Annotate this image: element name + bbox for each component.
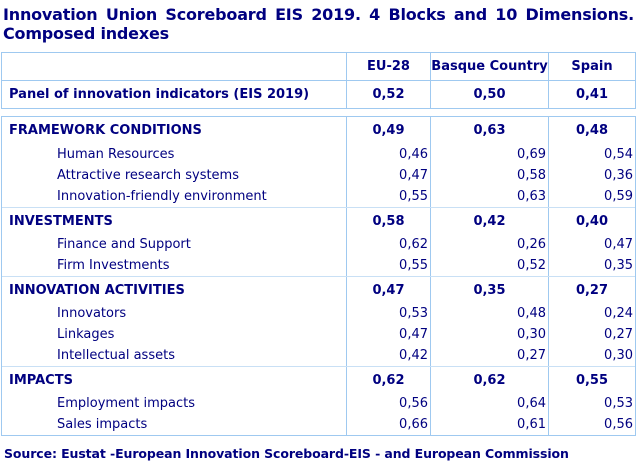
section-value-cell: 0,58 xyxy=(347,208,431,234)
dimension-row: Sales impacts 0,66 0,61 0,56 xyxy=(2,414,635,435)
section-value-cell: 0,48 xyxy=(575,123,609,138)
dimension-label: Intellectual assets xyxy=(2,345,347,366)
dimension-value-cell: 0,30 xyxy=(604,348,633,363)
section-value-cell: 0,49 xyxy=(347,117,431,144)
dimension-value-cell: 0,62 xyxy=(347,234,431,255)
dimension-value-cell: 0,46 xyxy=(347,144,431,165)
section-label: IMPACTS xyxy=(2,367,347,393)
section-row: IMPACTS 0,62 0,62 0,55 xyxy=(2,366,635,393)
dimension-value-cell: 0,55 xyxy=(347,255,431,276)
panel-value-basque-country: 0,50 xyxy=(431,81,549,108)
dimension-value-cell: 0,24 xyxy=(604,306,633,321)
section-value-cell: 0,63 xyxy=(431,117,549,144)
dimension-label: Attractive research systems xyxy=(2,165,347,186)
dimension-value-cell: 0,53 xyxy=(347,303,431,324)
dimension-value-cell: 0,58 xyxy=(431,165,549,186)
dimension-row: Innovation-friendly environment 0,55 0,63 0… xyxy=(2,186,635,207)
dimension-value-cell: 0,48 xyxy=(431,303,549,324)
section-value-cell: 0,42 xyxy=(431,208,549,234)
dimension-label: Innovation-friendly environment xyxy=(2,186,347,207)
dimension-label: Employment impacts xyxy=(2,393,347,414)
corner-cell xyxy=(2,53,347,80)
dimension-value-cell: 0,56 xyxy=(347,393,431,414)
dimension-label: Finance and Support xyxy=(2,234,347,255)
dimension-value-cell: 0,61 xyxy=(431,414,549,435)
section-row: FRAMEWORK CONDITIONS 0,49 0,63 0,48 xyxy=(2,117,635,144)
dimension-label: Firm Investments xyxy=(2,255,347,276)
section-value-cell: 0,40 xyxy=(575,213,609,229)
section-value-cell: 0,27 xyxy=(575,282,609,298)
column-header-spain: Spain xyxy=(571,59,613,74)
dimension-value-cell: 0,63 xyxy=(431,186,549,207)
dimension-row: Finance and Support 0,62 0,26 0,47 xyxy=(2,234,635,255)
dimension-row: Employment impacts 0,56 0,64 0,53 xyxy=(2,393,635,414)
dimension-row: Innovators 0,53 0,48 0,24 xyxy=(2,303,635,324)
dimension-row: Intellectual assets 0,42 0,27 0,30 xyxy=(2,345,635,366)
section-label: FRAMEWORK CONDITIONS xyxy=(2,117,347,144)
section-value-cell: 0,47 xyxy=(347,277,431,303)
dimension-value-cell: 0,56 xyxy=(604,417,633,432)
dimension-label: Human Resources xyxy=(2,144,347,165)
dimension-value-cell: 0,66 xyxy=(347,414,431,435)
dimension-label: Sales impacts xyxy=(2,414,347,435)
dimension-value-cell: 0,54 xyxy=(604,147,633,162)
sections-container: FRAMEWORK CONDITIONS 0,49 0,63 0,48 Human Re… xyxy=(1,116,636,436)
dimension-value-cell: 0,47 xyxy=(347,165,431,186)
dimension-value-cell: 0,42 xyxy=(347,345,431,366)
page-title: Innovation Union Scoreboard EIS 2019. 4 … xyxy=(0,0,637,43)
dimension-value-cell: 0,55 xyxy=(347,186,431,207)
dimension-value-cell: 0,53 xyxy=(604,396,633,411)
dimension-row: Linkages 0,47 0,30 0,27 xyxy=(2,324,635,345)
dimension-value-cell: 0,64 xyxy=(431,393,549,414)
header-block: EU-28 Basque Country Spain Panel of inno… xyxy=(1,52,636,109)
dimension-value-cell: 0,59 xyxy=(604,189,633,204)
dimension-value-cell: 0,26 xyxy=(431,234,549,255)
source-note: Source: Eustat -European Innovation Scor… xyxy=(4,446,569,461)
table-gap xyxy=(1,109,636,116)
column-header-basque-country: Basque Country xyxy=(431,53,549,80)
dimension-row: Attractive research systems 0,47 0,58 0,36 xyxy=(2,165,635,186)
panel-value-eu28: 0,52 xyxy=(347,81,431,108)
dimension-value-cell: 0,47 xyxy=(604,237,633,252)
dimension-value-cell: 0,30 xyxy=(431,324,549,345)
section-value-cell: 0,62 xyxy=(431,367,549,393)
dimension-value-cell: 0,35 xyxy=(604,258,633,273)
section-value-cell: 0,55 xyxy=(575,372,609,388)
section-row: INVESTMENTS 0,58 0,42 0,40 xyxy=(2,207,635,234)
dimension-label: Innovators xyxy=(2,303,347,324)
scoreboard-table: EU-28 Basque Country Spain Panel of inno… xyxy=(1,52,636,436)
dimension-label: Linkages xyxy=(2,324,347,345)
table-header-row: EU-28 Basque Country Spain xyxy=(2,53,635,81)
dimension-row: Human Resources 0,46 0,69 0,54 xyxy=(2,144,635,165)
section-value-cell: 0,35 xyxy=(431,277,549,303)
page-title-line1: Innovation Union Scoreboard EIS 2019. 4 … xyxy=(3,5,634,24)
section-value-cell: 0,62 xyxy=(347,367,431,393)
column-header-eu28: EU-28 xyxy=(347,53,431,80)
dimension-value-cell: 0,27 xyxy=(431,345,549,366)
dimension-row: Firm Investments 0,55 0,52 0,35 xyxy=(2,255,635,276)
section-row: INNOVATION ACTIVITIES 0,47 0,35 0,27 xyxy=(2,276,635,303)
dimension-value-cell: 0,52 xyxy=(431,255,549,276)
page-title-line2: Composed indexes xyxy=(3,24,169,43)
panel-row-label: Panel of innovation indicators (EIS 2019… xyxy=(2,81,347,108)
panel-value-spain: 0,41 xyxy=(575,87,609,102)
dimension-value-cell: 0,69 xyxy=(431,144,549,165)
dimension-value-cell: 0,27 xyxy=(604,327,633,342)
section-label: INVESTMENTS xyxy=(2,208,347,234)
panel-indicators-row: Panel of innovation indicators (EIS 2019… xyxy=(2,81,635,108)
section-label: INNOVATION ACTIVITIES xyxy=(2,277,347,303)
dimension-value-cell: 0,36 xyxy=(604,168,633,183)
dimension-value-cell: 0,47 xyxy=(347,324,431,345)
